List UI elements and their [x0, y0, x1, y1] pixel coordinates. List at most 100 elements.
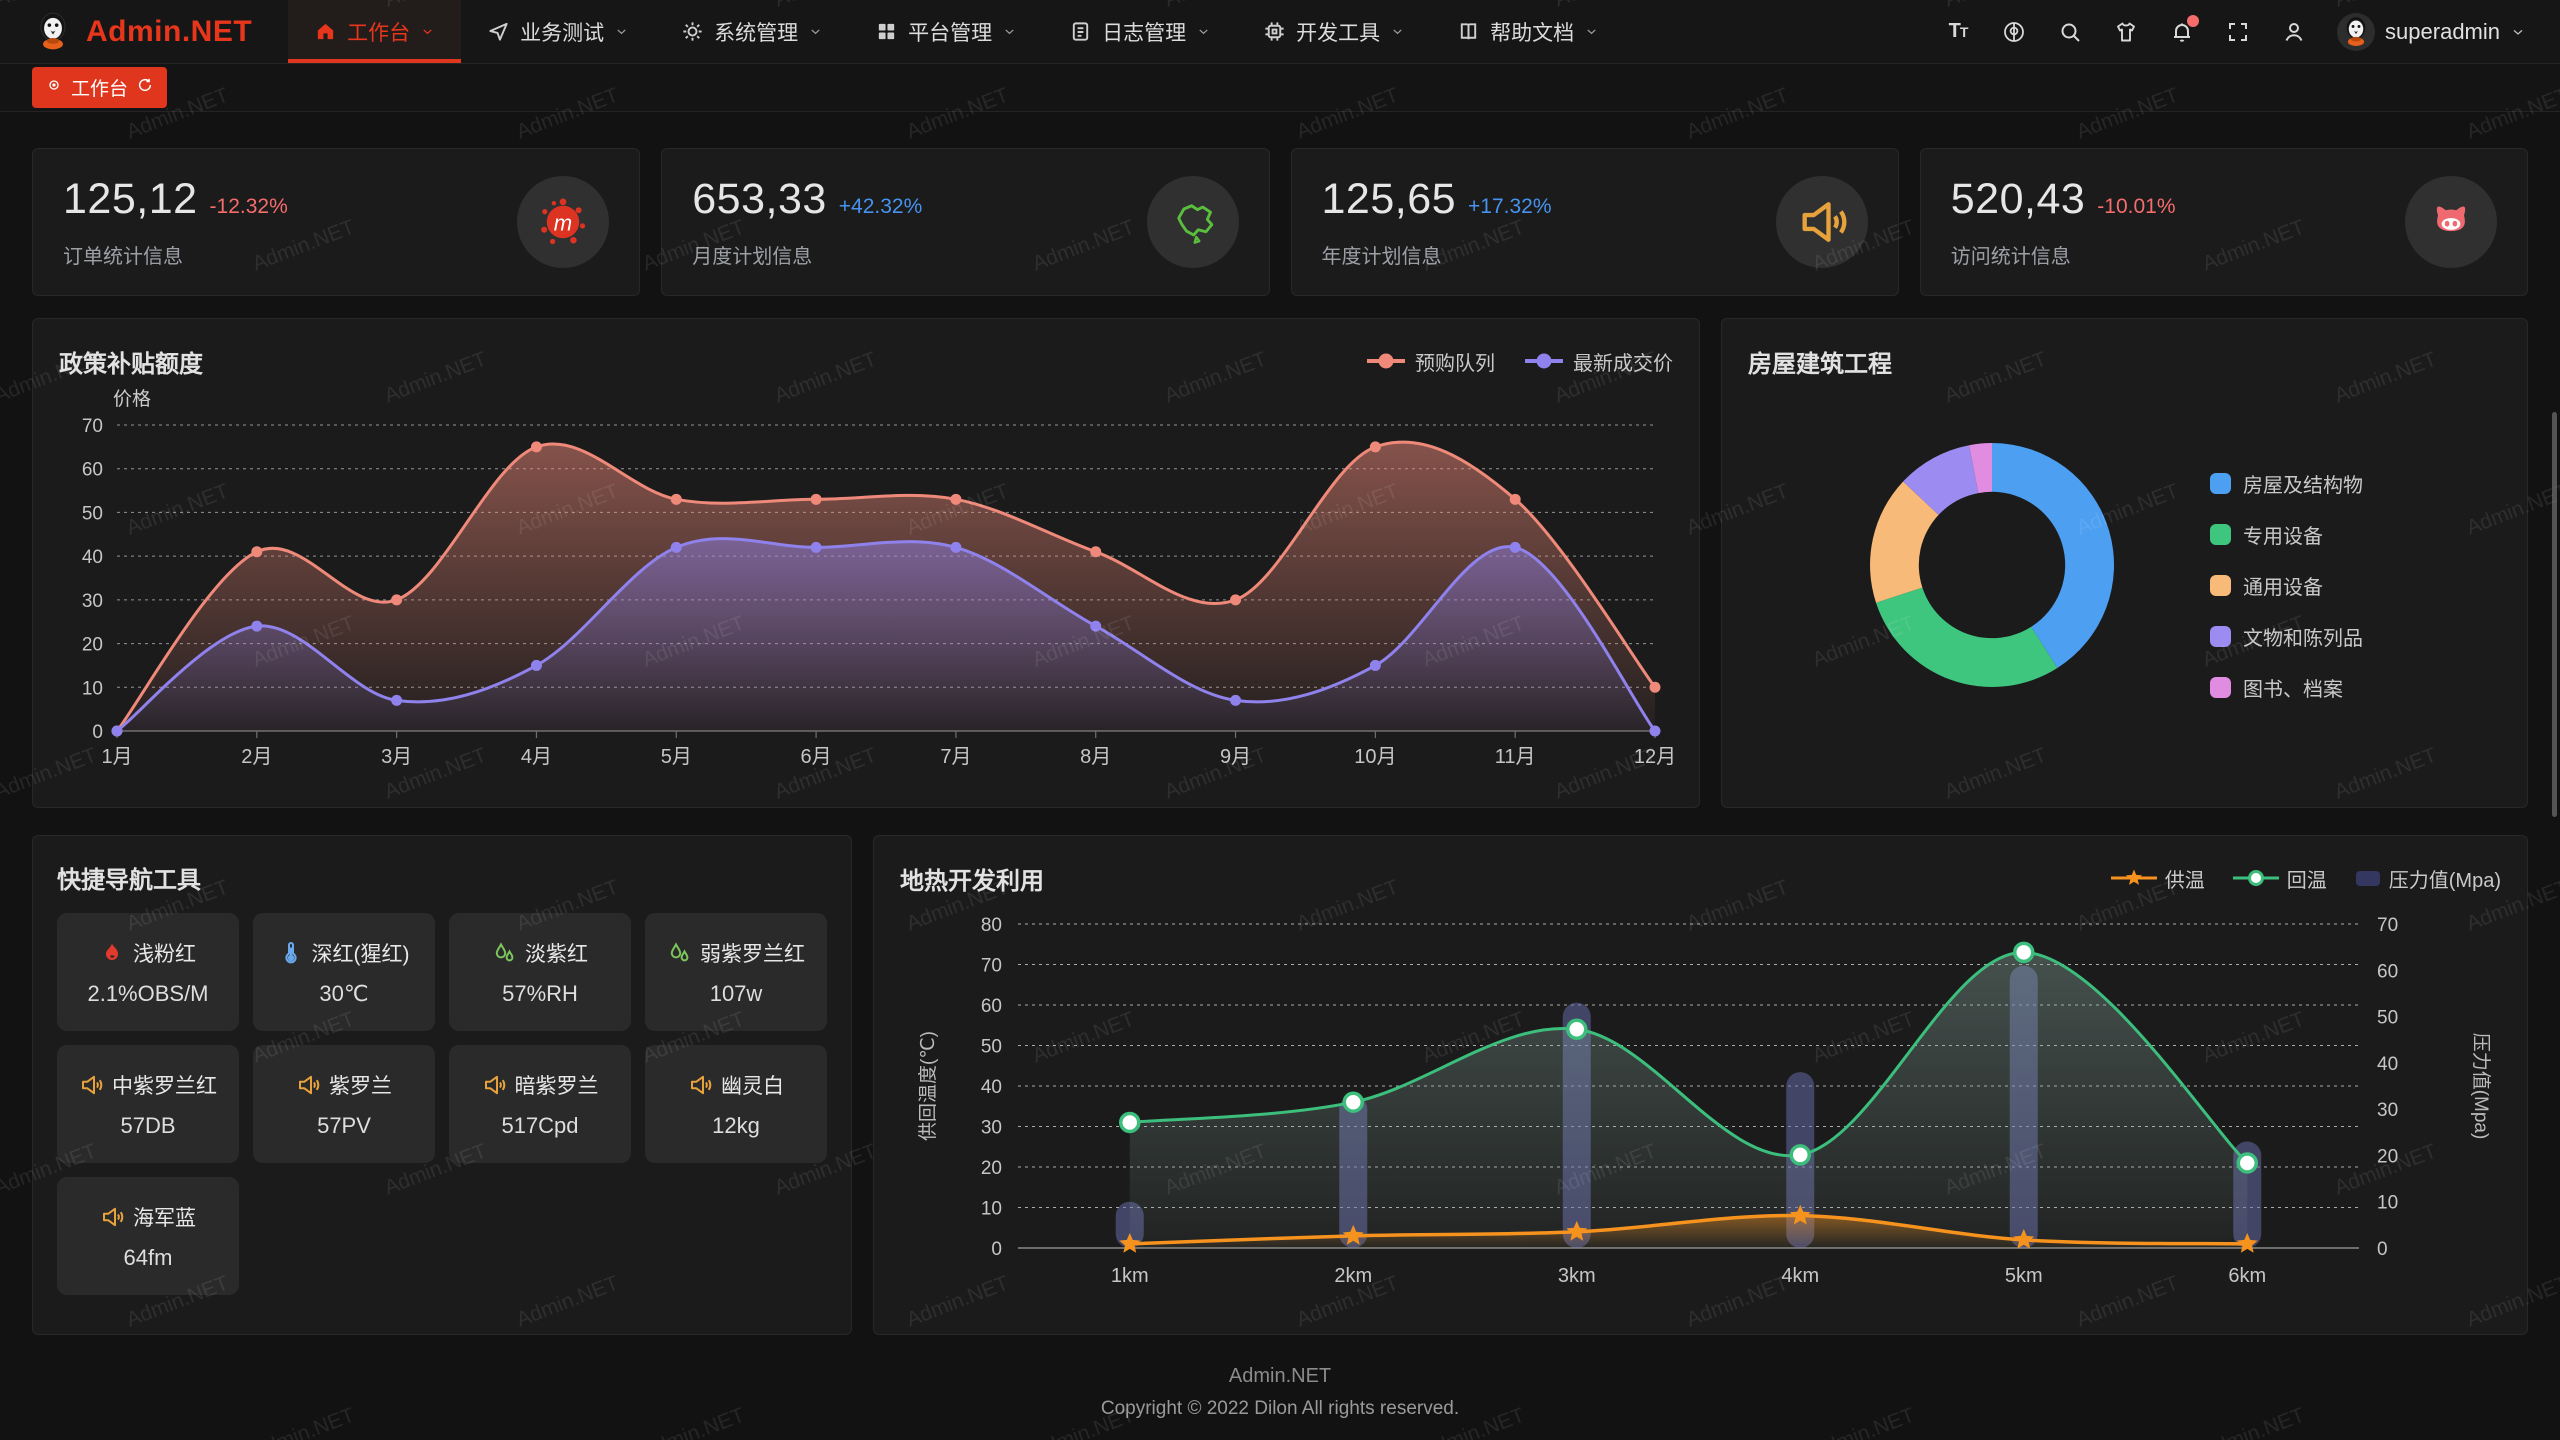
user-name: superadmin: [2385, 18, 2500, 44]
search-icon: [2058, 20, 2082, 44]
menu-item-label: 系统管理: [714, 21, 799, 45]
menu-item-1[interactable]: 工作台: [288, 0, 462, 63]
legend-marker: [2355, 871, 2380, 886]
translate-icon[interactable]: [2001, 19, 2027, 45]
svg-text:2月: 2月: [241, 746, 272, 768]
speaker-icon: [296, 1073, 320, 1097]
menu-item-4[interactable]: 平台管理: [849, 0, 1043, 63]
menu-item-label: 业务测试: [520, 21, 605, 45]
svg-text:40: 40: [981, 1077, 1002, 1098]
chart-title: 政策补贴额度: [59, 350, 203, 378]
main-menu: 工作台 业务测试 系统管理 平台管理 日志管理 开发工具 帮助文档: [288, 0, 1625, 63]
menu-item-6[interactable]: 开发工具: [1237, 0, 1431, 63]
quick-nav-item-4[interactable]: 弱紫罗兰红 107w: [645, 913, 827, 1031]
svg-text:60: 60: [2377, 961, 2398, 982]
legend-item-通用设备[interactable]: 通用设备: [2210, 571, 2363, 600]
bell-icon[interactable]: [2169, 14, 2200, 45]
stat-card-2: 653,33 +42.32% 月度计划信息: [661, 148, 1270, 296]
svg-text:1月: 1月: [101, 746, 132, 768]
quick-nav-item-2[interactable]: 深红(猩红) 30℃: [253, 913, 435, 1031]
gear-icon: [681, 20, 704, 43]
svg-text:30: 30: [82, 591, 103, 612]
stat-delta: -12.32%: [209, 195, 288, 218]
stat-label: 年度计划信息: [1321, 246, 1442, 268]
svg-text:10: 10: [82, 678, 103, 699]
quick-nav-item-5[interactable]: 中紫罗兰红 57DB: [57, 1045, 239, 1163]
brand[interactable]: Admin.NET: [0, 0, 288, 63]
quick-nav-item-3[interactable]: 淡紫红 57%RH: [449, 913, 631, 1031]
menu-item-7[interactable]: 帮助文档: [1431, 0, 1625, 63]
legend-item-回温[interactable]: 回温: [2232, 864, 2327, 893]
svg-text:40: 40: [2377, 1054, 2398, 1075]
quick-nav-item-name: 幽灵白: [721, 1074, 784, 1098]
legend-item-最新成交价[interactable]: 最新成交价: [1523, 347, 1673, 376]
tab-label: 工作台: [71, 79, 129, 100]
quick-nav-title: 快捷导航工具: [57, 867, 201, 894]
legend-item-预购队列[interactable]: 预购队列: [1365, 347, 1495, 376]
scrollbar-thumb[interactable]: [2552, 412, 2557, 817]
stat-label: 月度计划信息: [692, 246, 813, 268]
svg-text:20: 20: [82, 635, 103, 656]
quick-nav-item-value: 64fm: [123, 1244, 173, 1270]
legend-item-专用设备[interactable]: 专用设备: [2210, 520, 2363, 549]
quick-nav-item-6[interactable]: 紫罗兰 57PV: [253, 1045, 435, 1163]
svg-text:70: 70: [2377, 915, 2398, 936]
quick-nav-item-value: 57PV: [317, 1112, 371, 1138]
splat-icon: m: [537, 196, 589, 248]
geothermal-mixed-chart: 0 10 20 30 40 50 60 70 80 0 10 20 30 40 50 60 70 供回温度(℃) 压…: [917, 915, 2492, 1287]
quick-nav-item-value: 517Cpd: [501, 1112, 579, 1138]
svg-text:30: 30: [2377, 1100, 2398, 1121]
quick-nav-item-9[interactable]: 海军蓝 64fm: [57, 1177, 239, 1295]
chevron-down-icon: [1584, 24, 1599, 39]
chevron-down-icon: [1002, 24, 1017, 39]
stats-row: 125,12 -12.32% 订单统计信息 m 653,33 +42.32% 月度计划信息 1…: [32, 148, 2528, 296]
svg-text:m: m: [554, 210, 572, 235]
quick-nav-item-name: 中紫罗兰红: [112, 1074, 217, 1098]
user-icon[interactable]: [2281, 19, 2307, 45]
legend-swatch: [2210, 677, 2231, 698]
chevron-down-icon: [614, 24, 629, 39]
bell-icon: [2170, 20, 2194, 44]
legend-item-房屋及结构物[interactable]: 房屋及结构物: [2210, 469, 2363, 498]
search-icon[interactable]: [2057, 19, 2083, 45]
fullscreen-icon[interactable]: [2225, 19, 2251, 45]
donut-legend: 房屋及结构物 专用设备通用设备文物和陈列品 图书、档案: [2210, 469, 2363, 702]
geo-chart-legend: 供温 回温 压力值(Mpa): [2110, 864, 2501, 893]
fire-icon: [100, 941, 124, 965]
quick-nav-item-1[interactable]: 浅粉红 2.1%OBS/M: [57, 913, 239, 1031]
stat-delta: -10.01%: [2097, 195, 2176, 218]
cat-icon: [2425, 196, 2477, 248]
font-size-icon[interactable]: TT: [1948, 20, 1969, 42]
chevron-down-icon: [2510, 24, 2526, 40]
svg-text:60: 60: [981, 996, 1002, 1017]
user-menu[interactable]: superadmin: [2337, 12, 2526, 51]
quick-nav-item-value: 30℃: [319, 980, 369, 1006]
stat-label: 访问统计信息: [1950, 246, 2071, 268]
legend-item-图书、档案[interactable]: 图书、档案: [2210, 673, 2363, 702]
legend-item-供温[interactable]: 供温: [2110, 864, 2205, 893]
quick-nav-item-value: 57DB: [120, 1112, 176, 1138]
active-dot-icon: [46, 77, 62, 93]
menu-item-5[interactable]: 日志管理: [1043, 0, 1237, 63]
building-project-donut-chart: [1870, 443, 2115, 687]
tab-workbench[interactable]: 工作台: [32, 67, 168, 108]
stat-icon-circle: [1775, 176, 1868, 268]
legend-label: 最新成交价: [1573, 352, 1673, 375]
speaker-icon: [100, 1205, 124, 1229]
document-icon: [1069, 20, 1092, 43]
menu-item-2[interactable]: 业务测试: [461, 0, 655, 63]
humidity-icon: [667, 941, 691, 965]
quick-nav-item-7[interactable]: 暗紫罗兰 517Cpd: [449, 1045, 631, 1163]
quick-nav-item-8[interactable]: 幽灵白 12kg: [645, 1045, 827, 1163]
geothermal-chart-card: 地热开发利用 供温 回温 压力值(Mpa) 0 10 20 30 40 50 60 70 80 0 10…: [873, 835, 2528, 1335]
legend-item-压力值(Mpa)[interactable]: 压力值(Mpa): [2355, 864, 2501, 893]
legend-item-文物和陈列品[interactable]: 文物和陈列品: [2210, 622, 2363, 651]
stat-card-1: 125,12 -12.32% 订单统计信息 m: [32, 148, 641, 296]
quick-nav-item-value: 57%RH: [502, 980, 578, 1006]
chevron-down-icon: [808, 24, 823, 39]
legend-label: 压力值(Mpa): [2388, 869, 2501, 892]
chart-title: 房屋建筑工程: [1748, 350, 1892, 378]
menu-item-3[interactable]: 系统管理: [655, 0, 849, 63]
theme-icon[interactable]: [2113, 19, 2139, 45]
refresh-icon[interactable]: [137, 77, 153, 99]
